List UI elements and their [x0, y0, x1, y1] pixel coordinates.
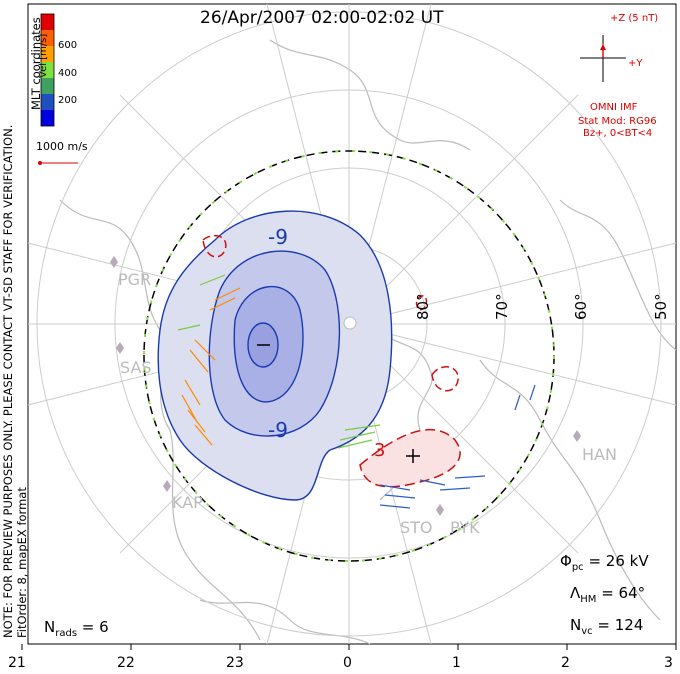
station-pyk: PYK — [450, 518, 480, 537]
imf-scale-label: +Z (5 nT) — [610, 13, 659, 24]
vector-scale-label: 1000 m/s — [36, 140, 88, 153]
station-pgr: PGR — [118, 270, 152, 289]
mlt-label-1: 1 — [452, 655, 461, 671]
stat-phi-pc-value: 26 kV — [605, 552, 649, 570]
fit-order-label: FitOrder: 8, mapEX format — [15, 487, 29, 638]
stat-n-rads: Nrads = 6 — [44, 618, 109, 639]
positive-blob-3 — [415, 295, 428, 311]
station-markers — [110, 256, 581, 516]
lat-label-60: 60° — [572, 293, 590, 320]
stat-n-vc-value: 124 — [614, 616, 644, 634]
mlt-label-0: 0 — [343, 655, 352, 671]
mlt-axis-ticks — [21, 644, 677, 650]
scale-vector — [38, 161, 78, 165]
positive-blob-1 — [431, 366, 459, 392]
imf-condition-label: Bz+, 0<BT<4 — [583, 128, 653, 139]
imf-dial — [580, 35, 626, 82]
positive-cell — [202, 234, 461, 488]
colorbar-tick-600: 600 — [58, 40, 78, 51]
positive-cell-contour — [359, 429, 461, 488]
mlt-label-3: 3 — [664, 655, 673, 671]
preview-note: NOTE: FOR PREVIEW PURPOSES ONLY. PLEASE … — [1, 124, 15, 638]
pole-marker — [343, 316, 357, 330]
stat-lambda-hm-value: 64° — [618, 584, 646, 602]
lat-label-70: 70° — [493, 293, 511, 320]
imf-model-label: Stat Mod: RG96 — [578, 116, 657, 127]
velocity-vectors — [177, 274, 536, 509]
mlt-label-23: 23 — [226, 655, 244, 671]
colorbar-tick-400: 400 — [58, 68, 78, 79]
contour-label-neg-1: -9 — [268, 225, 288, 249]
negative-cell — [157, 210, 393, 501]
coordinates-label: MLT coordinates — [29, 17, 43, 110]
stat-lambda-hm: ΛHM = 64° — [570, 584, 646, 605]
imf-source-label: OMNI IMF — [590, 102, 638, 113]
hm-boundary-points — [143, 150, 555, 562]
station-sas: SAS — [120, 358, 152, 377]
colorbar — [40, 13, 55, 127]
contour-label-pos: 3 — [374, 440, 386, 461]
mlt-label-2: 2 — [561, 655, 570, 671]
colorbar-tick-200: 200 — [58, 95, 78, 106]
lat-label-50: 50° — [652, 293, 670, 320]
stat-n-vc: Nvc = 124 — [570, 616, 644, 637]
station-han: HAN — [582, 445, 617, 464]
imf-y-label: +Y — [628, 58, 643, 69]
station-kap: KAP — [172, 493, 203, 512]
stat-n-rads-value: 6 — [99, 618, 109, 636]
lat-label-80: 80° — [414, 293, 432, 320]
map-title: 26/Apr/2007 02:00-02:02 UT — [200, 8, 444, 28]
mlt-label-22: 22 — [117, 655, 135, 671]
station-sto: STO — [400, 518, 433, 537]
stat-phi-pc: Φpc = 26 kV — [560, 552, 649, 573]
mlt-label-21: 21 — [8, 655, 26, 671]
contour-label-neg-2: -9 — [268, 418, 288, 442]
